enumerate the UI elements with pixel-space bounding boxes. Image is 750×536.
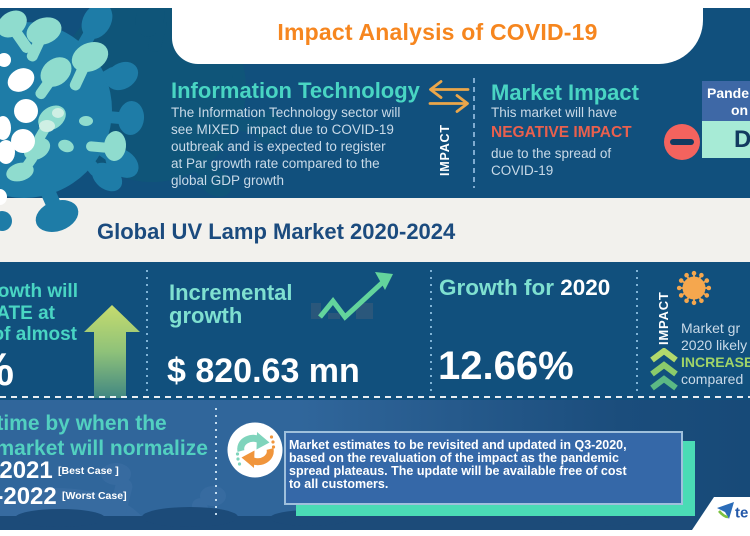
svg-text:te: te — [735, 505, 748, 522]
